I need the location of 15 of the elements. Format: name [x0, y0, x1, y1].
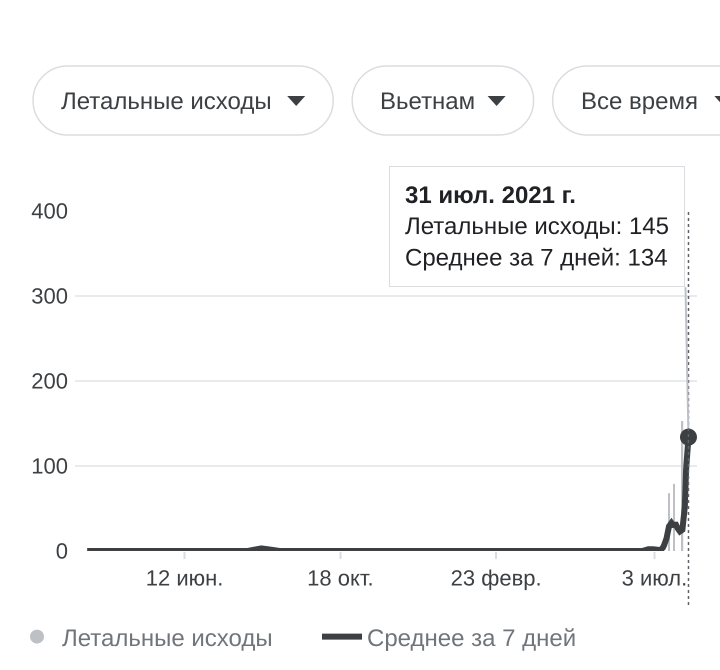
- text: Вьетнам: [380, 88, 476, 115]
- legend-label: Среднее за 7 дней: [367, 624, 576, 652]
- y-tick-label: 300: [31, 284, 68, 309]
- x-tick-label: 18 окт.: [307, 565, 374, 590]
- legend-label: Летальные исходы: [62, 624, 273, 652]
- y-tick-label: 0: [56, 538, 68, 564]
- y-tick-label: 100: [31, 454, 68, 479]
- text: Летальные исходы: [61, 88, 272, 115]
- y-tick-label: 200: [31, 368, 68, 394]
- x-tick-label: 23 февр.: [450, 565, 542, 590]
- x-tick-label: 3 июл.: [622, 565, 688, 590]
- y-tick-label: 400: [31, 198, 68, 224]
- annotation: 31 июл. 2021 г. Летальные исходы: 145 Среднее за 7 дней: 134: [405, 182, 669, 272]
- x-tick-label: 12 июн.: [146, 565, 224, 590]
- text: Все время: [581, 88, 698, 115]
